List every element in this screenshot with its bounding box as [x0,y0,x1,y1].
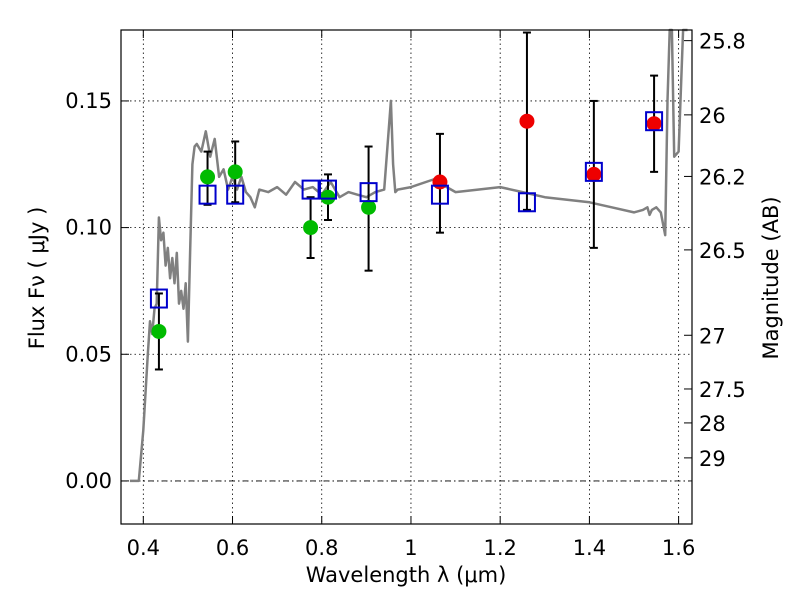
x-tick-label: 0.4 [127,536,160,560]
axis-ticks: 0.4 0.6 0.8 1 1.2 1.4 1.6 0.00 0.05 0.10 0.15 25.8 2… [65,30,746,560]
flux-point [227,164,243,180]
y2-tick-label: 28 [699,412,726,436]
y2-tick-label: 27.5 [699,378,746,402]
flux-point [303,220,319,236]
model-point [430,184,449,205]
y2-axis-label: Magnitude (AB) [759,196,783,359]
y2-tick-label: 26 [699,104,726,128]
y-tick-label: 0.10 [65,216,112,240]
y2-tick-label: 26.2 [699,165,746,189]
flux-point [519,113,535,129]
model-point [226,184,245,205]
y-tick-label: 0.05 [65,342,112,366]
x-tick-label: 1.2 [483,536,516,560]
model-point [149,288,168,309]
model-point [645,111,664,132]
flux-point [151,323,167,339]
x-tick-label: 0.8 [305,536,338,560]
model-point [359,182,378,203]
y2-tick-label: 26.5 [699,239,746,263]
flux-point [200,169,216,185]
grid-lines [121,30,692,524]
flux-point [320,189,336,205]
model-point [301,179,320,200]
y-axis-label: Flux Fν ( μJy ) [25,207,49,350]
flux-point [646,116,662,132]
model-point [198,184,217,205]
y2-tick-label: 25.8 [699,30,746,54]
flux-point [432,174,448,190]
x-tick-label: 1 [404,536,417,560]
model-point [584,161,603,182]
flux-point [361,199,377,215]
y2-tick-label: 29 [699,447,726,471]
data-markers-layer [149,111,664,339]
spectrum-line [129,28,688,483]
x-axis-label: Wavelength λ (μm) [306,563,507,587]
y-tick-label: 0.00 [65,469,112,493]
model-point [517,192,536,213]
y-tick-label: 0.15 [65,89,112,113]
axes-box [120,29,693,525]
plot-frame [120,29,693,525]
x-tick-label: 0.6 [216,536,249,560]
x-tick-label: 1.6 [662,536,695,560]
flux-point [586,166,602,182]
y2-tick-label: 27 [699,324,726,348]
model-point [318,179,337,200]
x-tick-label: 1.4 [573,536,606,560]
template-spectrum-layer [129,28,688,483]
